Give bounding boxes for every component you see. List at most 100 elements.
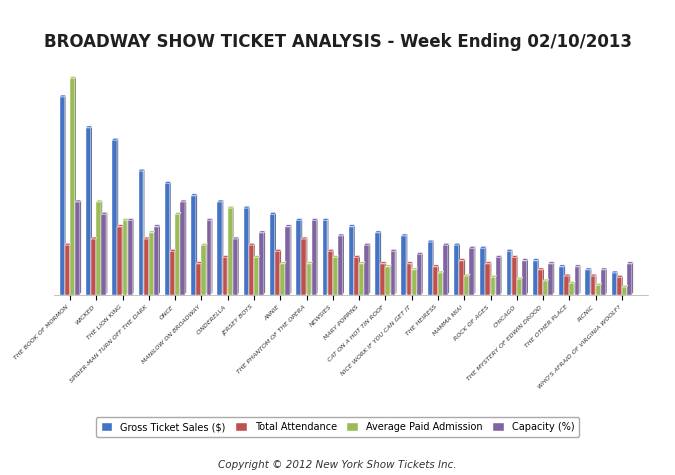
Polygon shape [443,271,444,294]
Polygon shape [632,262,633,294]
Polygon shape [349,225,355,227]
Bar [207,220,211,294]
Polygon shape [223,256,229,257]
Polygon shape [317,218,318,294]
Bar [543,281,548,294]
Bar [570,284,574,294]
Polygon shape [302,237,307,239]
Bar [428,242,433,294]
Bar [138,171,143,294]
Polygon shape [296,218,302,220]
Bar [617,277,622,294]
Bar [469,248,475,294]
Polygon shape [169,181,171,294]
Legend: Gross Ticket Sales ($), Total Attendance, Average Paid Admission, Capacity (%): Gross Ticket Sales ($), Total Attendance… [96,417,579,437]
Polygon shape [543,279,549,281]
Polygon shape [605,268,607,294]
Polygon shape [270,212,276,214]
Polygon shape [185,200,186,294]
Polygon shape [312,218,318,220]
Polygon shape [622,285,628,287]
Polygon shape [201,262,202,294]
Polygon shape [144,237,150,239]
Polygon shape [464,259,465,294]
Bar [417,255,422,294]
Polygon shape [338,256,339,294]
Bar [244,208,248,294]
Bar [585,270,590,294]
Bar [380,264,385,294]
Polygon shape [123,218,128,220]
Polygon shape [522,259,528,260]
Bar [601,270,605,294]
Bar [328,251,333,294]
Polygon shape [280,262,286,264]
Polygon shape [338,234,344,236]
Bar [406,264,412,294]
Polygon shape [285,262,286,294]
Polygon shape [148,237,150,294]
Polygon shape [616,271,618,294]
Polygon shape [286,225,292,227]
Bar [286,227,290,294]
Polygon shape [591,274,597,276]
Bar [548,264,553,294]
Polygon shape [75,76,76,294]
Polygon shape [154,231,155,294]
Bar [75,202,80,294]
Polygon shape [459,259,465,260]
Polygon shape [170,249,176,251]
Polygon shape [117,138,118,294]
Polygon shape [275,249,281,251]
Polygon shape [585,268,591,270]
Polygon shape [495,256,502,257]
Bar [254,257,259,294]
Bar [612,273,616,294]
Polygon shape [548,262,554,264]
Polygon shape [86,126,92,128]
Polygon shape [495,276,497,294]
Polygon shape [359,262,365,264]
Polygon shape [564,265,565,294]
Polygon shape [91,126,92,294]
Polygon shape [501,256,502,294]
Bar [333,257,338,294]
Bar [323,220,327,294]
Polygon shape [574,265,580,267]
Polygon shape [91,237,97,239]
Polygon shape [227,206,234,208]
Polygon shape [128,218,134,220]
Bar [191,196,196,294]
Bar [112,140,117,294]
Bar [165,183,169,294]
Polygon shape [180,212,181,294]
Bar [349,227,354,294]
Bar [275,251,280,294]
Polygon shape [159,225,160,294]
Polygon shape [569,274,570,294]
Polygon shape [564,274,570,276]
Polygon shape [244,206,250,208]
Bar [438,273,443,294]
Polygon shape [233,237,239,239]
Bar [596,285,601,294]
Polygon shape [112,138,118,140]
Polygon shape [259,231,265,233]
Bar [280,264,285,294]
Polygon shape [412,268,418,270]
Polygon shape [595,274,597,294]
Bar [412,270,416,294]
Bar [627,264,632,294]
Bar [170,251,175,294]
Polygon shape [343,234,344,294]
Polygon shape [264,231,265,294]
Polygon shape [627,285,628,294]
Polygon shape [469,247,475,248]
Polygon shape [454,243,460,245]
Polygon shape [196,194,197,294]
Bar [385,267,390,294]
Polygon shape [590,268,591,294]
Polygon shape [622,276,623,294]
Polygon shape [333,256,339,257]
Polygon shape [306,237,307,294]
